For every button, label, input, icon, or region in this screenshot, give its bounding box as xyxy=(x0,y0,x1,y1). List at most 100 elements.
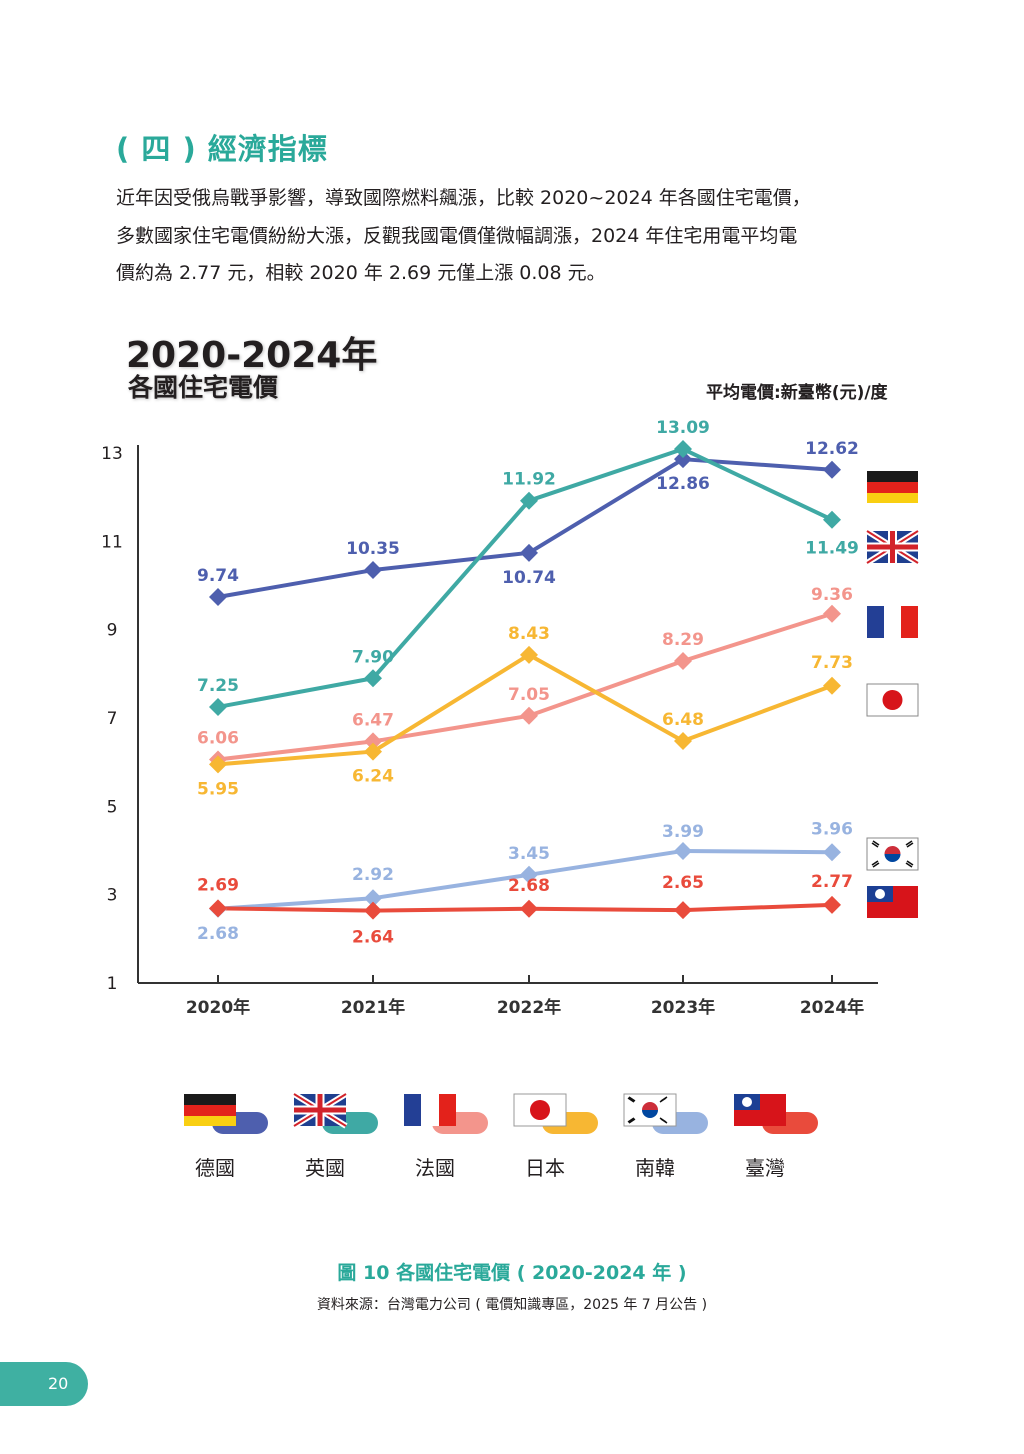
data-point-marker xyxy=(209,755,227,774)
data-point-marker xyxy=(520,899,538,918)
data-point-marker xyxy=(520,491,538,510)
data-label: 2.77 xyxy=(811,872,853,892)
data-point-marker xyxy=(823,843,841,862)
unit-label: 平均電價:新臺幣(元)/度 xyxy=(706,383,888,403)
data-point-marker xyxy=(364,901,382,920)
section-title: ( 四 ) 經濟指標 xyxy=(116,132,328,166)
germany-flag-icon xyxy=(867,471,918,503)
paragraph-line: 多數國家住宅電價紛紛大漲，反觀我國電價僅微幅調漲，2024 年住宅用電平均電 xyxy=(116,224,798,247)
figure-caption: 圖 10 各國住宅電價 ( 2020-2024 年 ) xyxy=(337,1262,687,1284)
x-tick-label: 2023年 xyxy=(651,997,715,1018)
data-label: 9.74 xyxy=(197,566,239,586)
france-flag-icon xyxy=(867,606,918,638)
y-tick-label: 9 xyxy=(107,621,118,641)
data-label: 6.47 xyxy=(352,710,394,730)
data-label: 12.86 xyxy=(656,474,710,494)
taiwan-flag-icon xyxy=(867,886,918,918)
taiwan-legend-icon xyxy=(734,1094,818,1134)
data-label: 2.69 xyxy=(197,875,239,895)
x-tick-label: 2020年 xyxy=(186,997,250,1018)
data-label: 3.45 xyxy=(508,844,550,864)
data-label: 6.48 xyxy=(662,710,704,730)
data-label: 3.99 xyxy=(662,822,704,842)
legend-item-uk: 英國 xyxy=(290,1088,390,1184)
data-point-marker xyxy=(364,742,382,761)
germany-legend-icon xyxy=(184,1094,268,1134)
chart-subtitle: 各國住宅電價 xyxy=(128,373,279,402)
figure-source: 資料來源：台灣電力公司 ( 電價知識專區，2025 年 7 月公告 ) xyxy=(316,1297,708,1313)
uk-flag-icon xyxy=(865,528,920,566)
data-point-marker xyxy=(520,865,538,884)
data-label: 2.68 xyxy=(508,876,550,896)
page-number-tab xyxy=(0,1362,88,1406)
data-point-marker xyxy=(823,510,841,529)
x-tick-label: 2024年 xyxy=(800,997,864,1018)
legend-label: 臺灣 xyxy=(745,1156,785,1180)
data-point-marker xyxy=(520,706,538,725)
legend-item-japan: 日本 xyxy=(510,1088,610,1184)
data-label: 2.92 xyxy=(352,865,394,885)
data-point-marker xyxy=(674,450,692,469)
y-tick-label: 1 xyxy=(107,974,118,994)
data-point-marker xyxy=(823,676,841,695)
y-tick-label: 3 xyxy=(107,886,118,906)
legend-label: 法國 xyxy=(415,1156,455,1180)
data-label: 8.43 xyxy=(508,624,550,644)
data-label: 6.06 xyxy=(197,729,239,749)
data-label: 7.90 xyxy=(352,647,394,667)
data-label: 7.25 xyxy=(197,676,239,696)
legend-item-france: 法國 xyxy=(400,1088,500,1184)
paragraph-line: 價約為 2.77 元，相較 2020 年 2.69 元僅上漲 0.08 元。 xyxy=(116,262,606,284)
data-point-marker xyxy=(674,841,692,860)
data-label: 10.35 xyxy=(346,539,400,559)
legend-item-korea: 南韓 xyxy=(620,1088,720,1184)
page-number: 20 xyxy=(48,1374,69,1393)
chart-lines xyxy=(217,447,833,913)
uk-legend-icon xyxy=(292,1091,378,1134)
data-point-marker xyxy=(520,645,538,664)
legend-item-taiwan: 臺灣 xyxy=(730,1088,830,1184)
data-label: 12.62 xyxy=(805,439,859,459)
data-label: 9.36 xyxy=(811,585,853,605)
data-point-marker xyxy=(209,899,227,918)
data-label: 5.95 xyxy=(197,779,239,799)
paragraph-line: 近年因受俄烏戰爭影響，導致國際燃料飆漲，比較 2020~2024 年各國住宅電價… xyxy=(116,187,811,209)
chart-data-labels: 9.74 10.35 10.74 12.86 12.62 7.25 7.90 11.92 13.… xyxy=(197,418,859,948)
data-point-marker xyxy=(823,604,841,623)
data-label: 6.24 xyxy=(352,767,394,787)
korea-flag-icon xyxy=(866,837,919,871)
y-tick-label: 13 xyxy=(101,444,123,464)
chart-title: 2020-2024年 xyxy=(126,335,378,376)
legend-label: 南韓 xyxy=(635,1156,675,1180)
data-label: 2.65 xyxy=(662,873,704,893)
data-label: 2.68 xyxy=(197,924,239,944)
data-point-marker xyxy=(674,652,692,671)
chart-axes: 13 11 9 7 5 3 1 2020年 2021年 2022年 2023年 2024年 xyxy=(101,444,878,1018)
data-point-marker xyxy=(364,732,382,751)
intro-paragraph: 近年因受俄烏戰爭影響，導致國際燃料飆漲，比較 2020~2024 年各國住宅電價… xyxy=(116,180,916,293)
data-point-marker xyxy=(674,901,692,920)
y-tick-label: 11 xyxy=(101,532,123,552)
legend-label: 英國 xyxy=(305,1156,345,1180)
chart-flags xyxy=(865,471,920,918)
data-label: 8.29 xyxy=(662,630,704,650)
data-label: 13.09 xyxy=(656,418,710,438)
y-tick-label: 7 xyxy=(107,709,118,729)
data-point-marker xyxy=(520,543,538,562)
data-label: 7.73 xyxy=(811,653,853,673)
y-tick-label: 5 xyxy=(107,797,118,817)
data-label: 7.05 xyxy=(508,685,550,705)
legend-item-germany: 德國 xyxy=(180,1088,280,1184)
data-point-marker xyxy=(209,697,227,716)
data-point-marker xyxy=(364,889,382,908)
france-legend-icon xyxy=(404,1094,488,1134)
legend-label: 德國 xyxy=(195,1156,235,1180)
data-point-marker xyxy=(674,731,692,750)
legend-label: 日本 xyxy=(525,1156,565,1180)
data-label: 10.74 xyxy=(502,568,556,588)
data-point-marker xyxy=(364,669,382,688)
data-label: 2.64 xyxy=(352,928,394,948)
data-label: 11.49 xyxy=(805,539,859,559)
x-tick-label: 2021年 xyxy=(341,997,405,1018)
